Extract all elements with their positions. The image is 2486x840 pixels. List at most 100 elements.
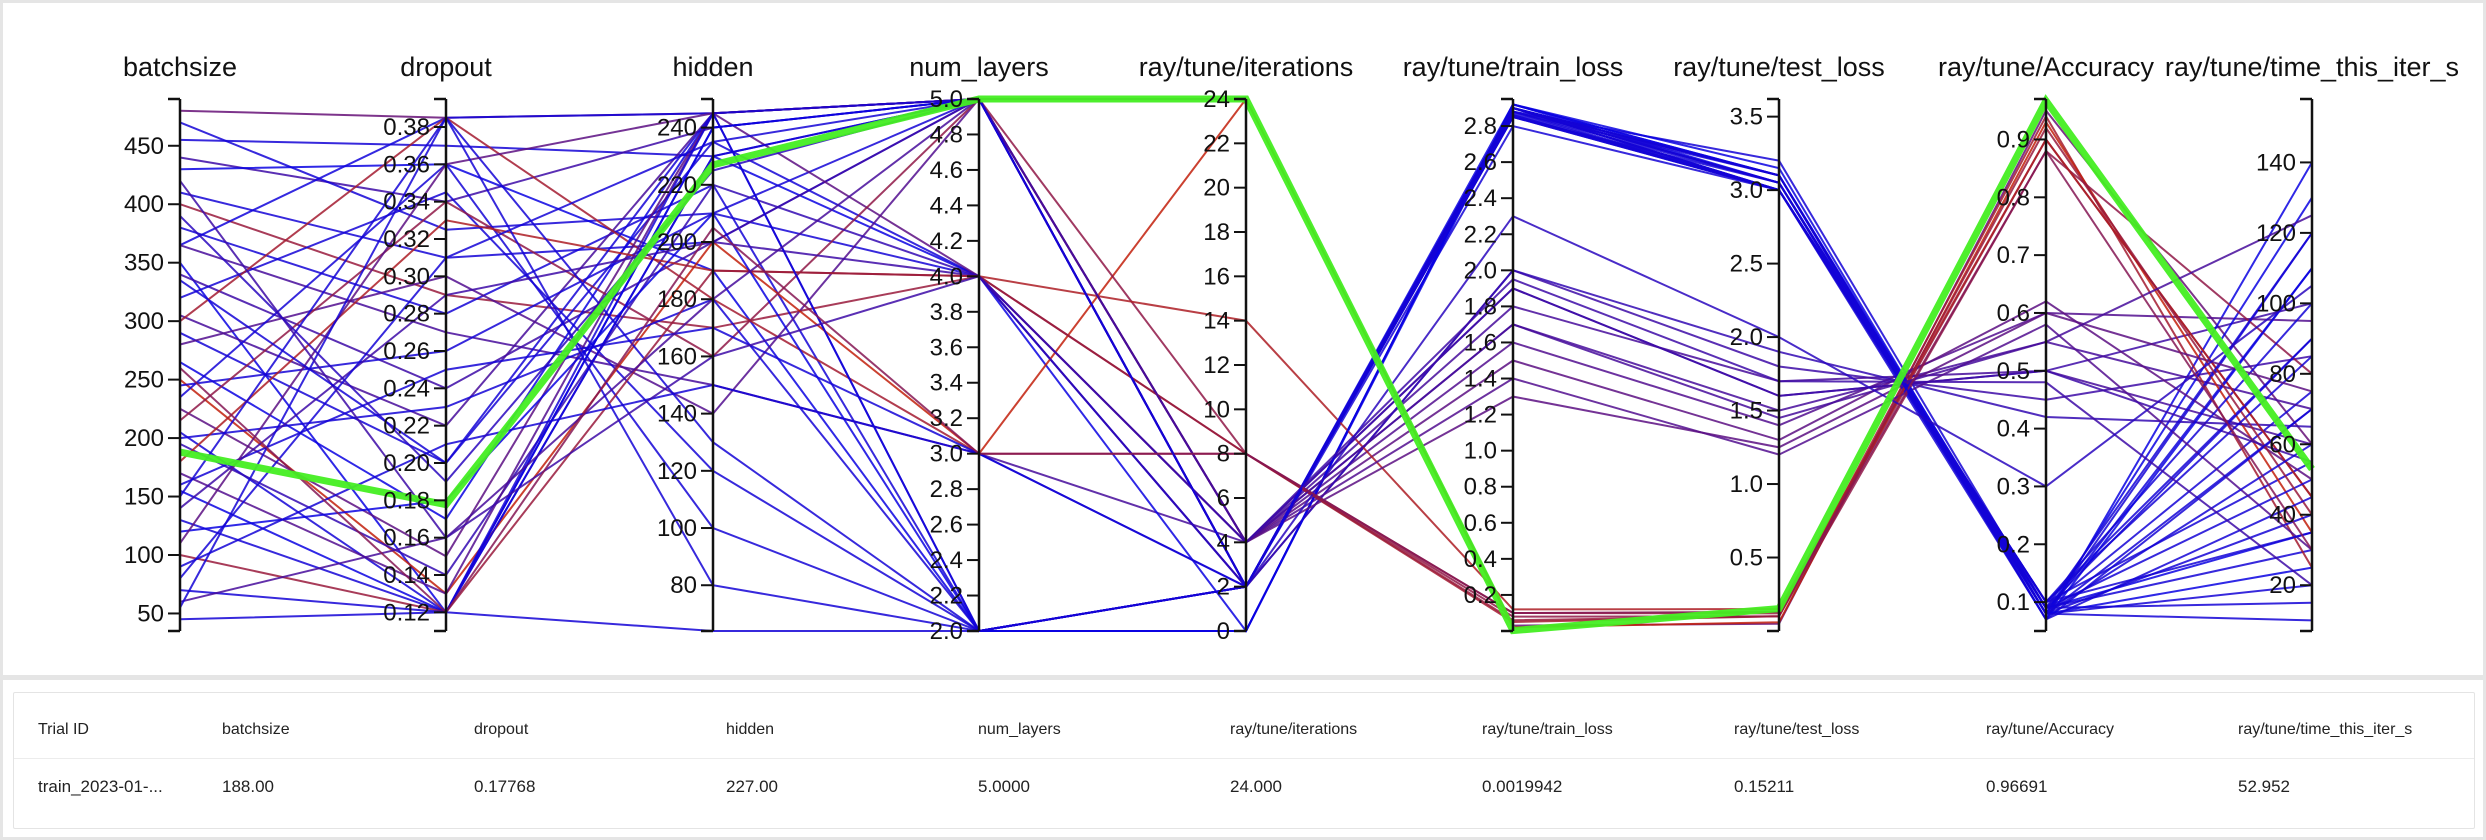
tick-label: 450 [124, 133, 164, 160]
tick-label: 4 [1217, 529, 1230, 556]
tick-label: 3.6 [930, 334, 963, 361]
header-iterations[interactable]: ray/tune/iterations [1230, 721, 1358, 738]
tick-label: 22 [1203, 130, 1230, 157]
axis-ray-tune-time_this_iter_s[interactable]: ray/tune/time_this_iter_s 20 40 60 80 100 120 1… [2165, 52, 2459, 633]
axis-ray-tune-test_loss[interactable]: ray/tune/test_loss 0.5 1.0 1.5 2.0 2.5 3.0 3.5 [1673, 52, 1885, 633]
tick-label: 3.8 [930, 299, 963, 326]
axis-dropout[interactable]: dropout 0.12 0.14 0.16 0.18 0.20 0.22 0.24 0.26 0… [383, 52, 492, 633]
parallel-coordinates-chart[interactable]: batchsize50100150200250300350400450dropo… [3, 3, 2483, 675]
tick-label: 0.38 [383, 114, 430, 141]
tick-label: 1.5 [1730, 398, 1763, 425]
axis-title[interactable]: num_layers [909, 52, 1049, 82]
cell-test-loss: 0.15211 [1734, 777, 1795, 796]
tick-label: 40 [2269, 502, 2296, 529]
tick-label: 0.8 [1997, 184, 2030, 211]
tick-label: 0.4 [1997, 416, 2030, 443]
tick-label: 6 [1217, 485, 1230, 512]
tick-label: 0.28 [383, 301, 430, 328]
axis-title[interactable]: ray/tune/Accuracy [1938, 52, 2155, 82]
tick-label: 100 [657, 515, 697, 542]
tick-label: 0.9 [1997, 126, 2030, 153]
tick-label: 160 [657, 343, 697, 370]
trial-table-panel: Trial ID batchsize dropout hidden num_la… [3, 680, 2483, 837]
tick-label: 0.2 [1997, 531, 2030, 558]
header-batchsize[interactable]: batchsize [222, 721, 290, 738]
tick-label: 1.0 [1730, 471, 1763, 498]
tick-label: 2.5 [1730, 251, 1763, 278]
tick-label: 4.0 [930, 263, 963, 290]
tick-label: 4.6 [930, 157, 963, 184]
tick-label: 140 [657, 401, 697, 428]
header-test-loss[interactable]: ray/tune/test_loss [1734, 721, 1860, 738]
tick-label: 3.0 [930, 441, 963, 468]
tick-label: 0.5 [1997, 358, 2030, 385]
tick-label: 0.1 [1997, 589, 2030, 616]
tick-label: 220 [657, 172, 697, 199]
tick-label: 0.18 [383, 487, 430, 514]
axis-title[interactable]: ray/tune/time_this_iter_s [2165, 52, 2459, 82]
parallel-coordinates-panel: batchsize 50 100 150 200 250 300 350 400 450 dropo… [3, 3, 2483, 675]
tick-label: 0.6 [1997, 300, 2030, 327]
tick-label: 0 [1217, 618, 1230, 645]
axis-batchsize[interactable]: batchsize 50 100 150 200 250 300 350 400 450 [123, 52, 237, 633]
header-time-this-iter[interactable]: ray/tune/time_this_iter_s [2238, 721, 2413, 738]
tick-label: 3.2 [930, 405, 963, 432]
header-hidden[interactable]: hidden [726, 721, 775, 738]
axis-hidden[interactable]: hidden 80 100 120 140 160 180 200 220 240 [657, 52, 754, 633]
header-dropout[interactable]: dropout [474, 721, 529, 738]
tick-label: 2.0 [1730, 324, 1763, 351]
tick-label: 2.6 [1464, 149, 1497, 176]
tick-label: 300 [124, 308, 164, 335]
header-trial-id[interactable]: Trial ID [38, 721, 89, 738]
tick-label: 1.6 [1464, 329, 1497, 356]
tick-label: 250 [124, 367, 164, 394]
tick-label: 0.3 [1997, 473, 2030, 500]
tick-label: 12 [1203, 352, 1230, 379]
header-num-layers[interactable]: num_layers [978, 721, 1061, 738]
tick-label: 120 [657, 458, 697, 485]
cell-trial-id[interactable]: train_2023-01-... [38, 777, 163, 796]
tick-label: 16 [1203, 263, 1230, 290]
axis-num_layers[interactable]: num_layers 2.0 2.2 2.4 2.6 2.8 3.0 3.2 3.4 3.6 3.8… [909, 52, 1049, 645]
axis-title[interactable]: ray/tune/train_loss [1403, 52, 1624, 82]
tick-label: 2.2 [1464, 221, 1497, 248]
tick-label: 0.32 [383, 226, 430, 253]
tick-label: 18 [1203, 219, 1230, 246]
tick-label: 1.4 [1464, 366, 1497, 393]
tick-label: 0.30 [383, 263, 430, 290]
tick-label: 0.8 [1464, 474, 1497, 501]
header-train-loss[interactable]: ray/tune/train_loss [1482, 721, 1613, 738]
tick-label: 50 [137, 600, 164, 627]
axis-title[interactable]: dropout [400, 52, 492, 82]
tick-label: 1.2 [1464, 402, 1497, 429]
tick-label: 2.8 [1464, 113, 1497, 140]
tick-label: 20 [2269, 572, 2296, 599]
axis-title[interactable]: ray/tune/test_loss [1673, 52, 1885, 82]
tick-label: 20 [1203, 175, 1230, 202]
tick-label: 4.2 [930, 228, 963, 255]
tick-label: 4.4 [930, 192, 963, 219]
cell-train-loss: 0.0019942 [1482, 777, 1563, 796]
tick-label: 0.7 [1997, 242, 2030, 269]
tick-label: 1.8 [1464, 293, 1497, 320]
tick-label: 180 [657, 286, 697, 313]
tick-label: 100 [2256, 290, 2296, 317]
axis-ray-tune-accuracy[interactable]: ray/tune/Accuracy 0.1 0.2 0.3 0.4 0.5 0.6 0.7 0.… [1938, 52, 2155, 633]
tick-label: 8 [1217, 441, 1230, 468]
tick-label: 60 [2269, 431, 2296, 458]
cell-iterations: 24.000 [1230, 777, 1282, 796]
tick-label: 2.4 [930, 547, 963, 574]
axis-title[interactable]: hidden [672, 52, 753, 82]
axis-ray-tune-train_loss[interactable]: ray/tune/train_loss 0.2 0.4 0.6 0.8 1.0 1.2 1.4… [1403, 52, 1624, 633]
tick-label: 4.8 [930, 121, 963, 148]
header-accuracy[interactable]: ray/tune/Accuracy [1986, 721, 2115, 738]
cell-time-this-iter: 52.952 [2238, 777, 2290, 796]
tick-label: 0.14 [383, 562, 430, 589]
axis-title[interactable]: ray/tune/iterations [1139, 52, 1354, 82]
tick-label: 200 [657, 229, 697, 256]
axis-title[interactable]: batchsize [123, 52, 237, 82]
tick-label: 2.4 [1464, 185, 1497, 212]
cell-num-layers: 5.0000 [978, 777, 1030, 796]
tick-label: 0.2 [1464, 582, 1497, 609]
